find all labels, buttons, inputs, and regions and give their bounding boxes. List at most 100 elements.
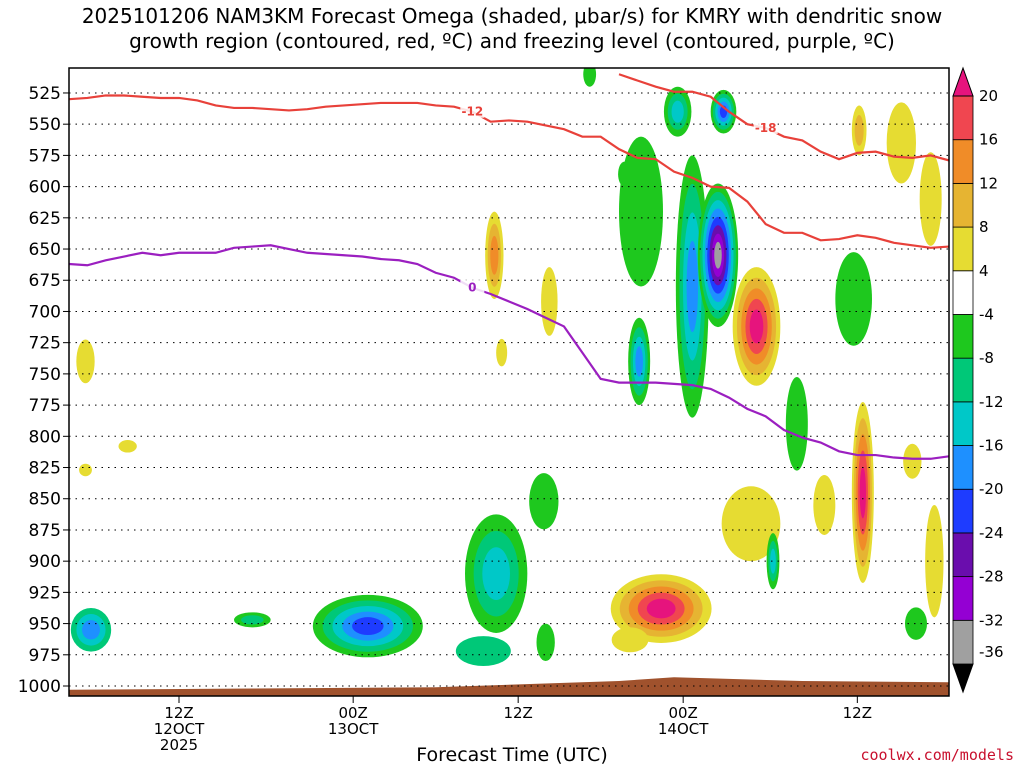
y-tick-label: 950: [29, 615, 61, 635]
omega-cell-1-level: [76, 339, 95, 384]
colorbar-label: 8: [979, 218, 989, 236]
colorbar-segment: [952, 314, 974, 359]
dendritic-contour-1-label-bg: [753, 119, 778, 134]
y-tick-label: 875: [29, 521, 61, 541]
colorbar-segment: [952, 445, 974, 490]
x-tick-label: 12Z: [843, 704, 872, 722]
colorbar-label: 4: [979, 262, 989, 280]
dendritic-contour-1-line: [618, 73, 949, 162]
omega-cell-3-level: [79, 463, 92, 477]
colorbar-segment: [952, 532, 974, 578]
colorbar-segment: [952, 488, 974, 534]
x-tick-label: 12Z: [164, 704, 193, 722]
omega-cell-20-level: [749, 309, 764, 344]
x-axis-label: Forecast Time (UTC): [416, 744, 608, 766]
x-tick-label: 13OCT: [328, 720, 379, 738]
x-tick-label: 00Z: [338, 704, 367, 722]
source-credit: coolwx.com/models: [860, 746, 1014, 764]
y-tick-label: 575: [29, 146, 61, 166]
omega-cell-23-level: [770, 548, 776, 574]
colorbar-label: -12: [979, 393, 1004, 411]
omega-cell-18-level: [714, 241, 722, 269]
colorbar-segment: [952, 270, 974, 315]
colorbar-segment: [952, 401, 974, 446]
omega-cell-11-level: [541, 267, 558, 336]
pressure-axis: 525 550 575 600 625 650 675 700 725 750 775 800 825 8…: [18, 84, 69, 697]
y-tick-label: 850: [29, 490, 61, 510]
colorbar-arrow-bottom: [952, 663, 974, 694]
colorbar-segment: [952, 139, 974, 184]
freezing-level-contour-line: [69, 244, 949, 460]
terrain-ground: [69, 677, 949, 696]
omega-cell-16-level: [671, 100, 684, 123]
colorbar-label: -36: [979, 643, 1004, 661]
omega-cell-10-level: [496, 338, 508, 367]
omega-cell-28-level: [886, 102, 916, 184]
y-tick-label: 725: [29, 334, 61, 354]
colorbar-segment: [952, 226, 974, 272]
y-tick-label: 650: [29, 240, 61, 260]
dendritic-contour-0-label-bg: [460, 103, 485, 118]
colorbar-label: 20: [979, 87, 998, 105]
colorbar-segment: [952, 357, 974, 403]
colorbar-label: -24: [979, 524, 1004, 542]
omega-cell-31-level: [903, 443, 922, 479]
y-tick-label: 925: [29, 583, 61, 603]
omega-cell-22-level: [785, 377, 808, 471]
plot-frame: [68, 67, 950, 697]
y-tick-label: 625: [29, 209, 61, 229]
omega-cell-21-level: [721, 486, 781, 562]
omega-cell-13-level: [611, 627, 649, 653]
x-tick-label: 2025: [160, 736, 198, 754]
y-tick-label: 775: [29, 396, 61, 416]
omega-cell-34-level: [618, 161, 631, 187]
y-tick-label: 550: [29, 115, 61, 135]
x-tick-label: 12OCT: [154, 720, 205, 738]
freezing-level-contour-label-bg: [460, 279, 485, 294]
dendritic-contour-1-label: -18: [755, 121, 777, 135]
freezing-level-contour-label: 0: [468, 281, 476, 295]
x-tick-label: 14OCT: [658, 720, 709, 738]
title-line-2: growth region (contoured, red, ºC) and f…: [129, 29, 895, 53]
x-tick-label: 12Z: [503, 704, 532, 722]
omega-cell-32-level: [905, 607, 927, 640]
omega-cell-2-level: [118, 440, 137, 453]
colorbar-arrow-top: [952, 66, 974, 97]
x-tick-label: 00Z: [668, 704, 697, 722]
omega-cell-6-level: [482, 547, 511, 601]
colorbar-label: 16: [979, 131, 998, 149]
y-tick-label: 675: [29, 271, 61, 291]
omega-cell-27-level: [854, 115, 864, 146]
omega-cell-25-level: [835, 252, 873, 346]
omega-cell-26-level: [859, 466, 866, 519]
omega-cell-4-level: [241, 615, 264, 625]
colorbar-label: -32: [979, 611, 1004, 629]
y-tick-label: 700: [29, 302, 61, 322]
colorbar-segment: [952, 619, 974, 665]
colorbar-segment: [952, 95, 974, 141]
omega-cell-35-level: [536, 623, 555, 662]
y-tick-label: 975: [29, 646, 61, 666]
omega-cell-29-level: [919, 152, 942, 246]
y-tick-label: 750: [29, 365, 61, 385]
colorbar-label: -28: [979, 568, 1004, 586]
omega-cell-8-level: [529, 473, 559, 530]
y-tick-label: 1000: [18, 677, 61, 697]
omega-cell-7-level: [455, 636, 511, 667]
omega-cell-24-level: [813, 475, 836, 535]
colorbar-segment: [952, 182, 974, 228]
chart-title: 2025101206 NAM3KM Forecast Omega (shaded…: [0, 4, 1024, 54]
colorbar-label: -16: [979, 437, 1004, 455]
y-tick-label: 825: [29, 459, 61, 479]
colorbar-segment: [952, 576, 974, 621]
colorbar-label: -8: [979, 349, 994, 367]
dendritic-contour-0-label: -12: [461, 105, 483, 119]
omega-colorbar: -36 -32 -28 -24 -20 -16 -12 -8 -4 4 8 12 16 20: [952, 66, 1004, 694]
y-tick-label: 600: [29, 178, 61, 198]
y-tick-label: 800: [29, 427, 61, 447]
colorbar-label: -20: [979, 480, 1004, 498]
colorbar-label: 12: [979, 174, 998, 192]
ground-surface: [69, 677, 949, 696]
